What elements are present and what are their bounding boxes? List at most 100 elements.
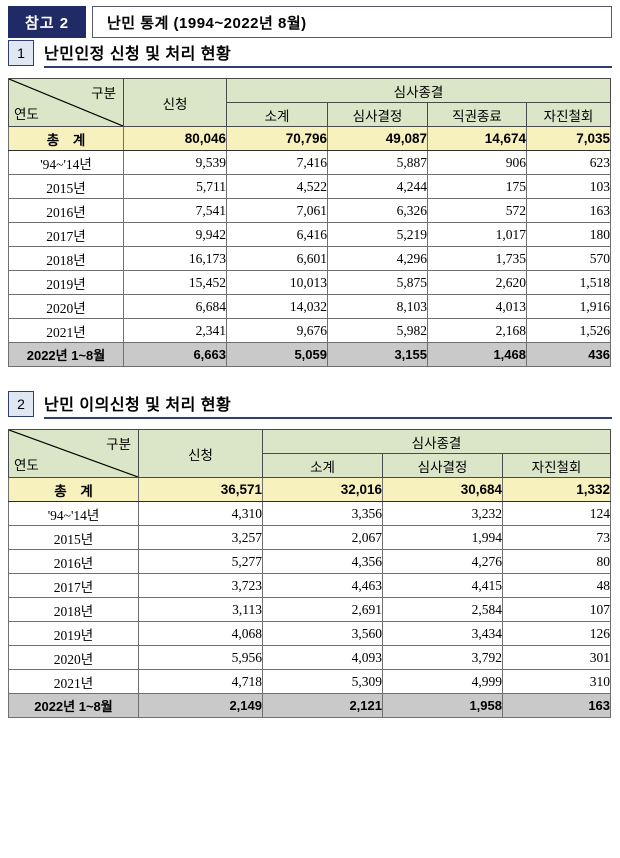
- cell-value: 4,013: [427, 294, 527, 319]
- row-label-year: 총 계: [8, 126, 124, 151]
- row-label-year: 2019년: [8, 621, 139, 646]
- section-spacer: [0, 367, 620, 389]
- cell-value: 163: [501, 693, 612, 718]
- row-label-year: 2021년: [8, 669, 139, 694]
- section-2-number: 2: [8, 391, 34, 417]
- cell-value: 4,522: [226, 174, 328, 199]
- column-header-subtotal: 소계: [226, 102, 328, 127]
- table-row: 2016년 7,541 7,061 6,326 572 163: [8, 198, 611, 223]
- table-1-header-row-1: 구분 연도 신청 심사종결: [8, 78, 611, 127]
- cell-value: 5,277: [138, 549, 263, 574]
- row-label-year: 2018년: [8, 597, 139, 622]
- cell-value: 6,684: [123, 294, 227, 319]
- cell-value: 30,684: [382, 477, 503, 502]
- cell-value: 2,584: [382, 597, 503, 622]
- cell-value: 4,244: [327, 174, 428, 199]
- cell-value: 14,674: [427, 126, 527, 151]
- table-row: '94~'14년 9,539 7,416 5,887 906 623: [8, 150, 611, 175]
- table-2-body: 총 계 36,571 32,016 30,684 1,332'94~'14년 4,310 3…: [8, 477, 612, 718]
- diagonal-divider-icon: [9, 79, 123, 126]
- cell-value: 3,113: [138, 597, 263, 622]
- row-label-year: 2020년: [8, 645, 139, 670]
- section-2-title-wrap: 난민 이의신청 및 처리 현황: [44, 391, 612, 419]
- cell-value: 3,560: [262, 621, 383, 646]
- section-2: 2 난민 이의신청 및 처리 현황 구분 연도 신청 심사종결: [8, 389, 612, 718]
- cell-value: 3,155: [327, 342, 428, 367]
- cell-value: 2,341: [123, 318, 227, 343]
- row-label-year: 2016년: [8, 198, 124, 223]
- table-row: 2015년 3,257 2,067 1,994 73: [8, 525, 612, 550]
- cell-value: 126: [501, 621, 612, 646]
- cell-value: 1,332: [501, 477, 612, 502]
- section-1-heading: 1 난민인정 신청 및 처리 현황: [8, 38, 612, 68]
- section-1-title-wrap: 난민인정 신청 및 처리 현황: [44, 40, 612, 68]
- row-label-year: 2015년: [8, 525, 139, 550]
- row-label-year: 2016년: [8, 549, 139, 574]
- table-row: 2019년 15,452 10,013 5,875 2,620 1,518: [8, 270, 611, 295]
- cell-value: 310: [501, 669, 612, 694]
- cell-value: 15,452: [123, 270, 227, 295]
- cell-value: 5,982: [327, 318, 428, 343]
- cell-value: 7,061: [226, 198, 328, 223]
- cell-value: 7,035: [526, 126, 611, 151]
- diagonal-divider-icon: [9, 430, 138, 477]
- cell-value: 4,718: [138, 669, 263, 694]
- row-label-year: '94~'14년: [8, 150, 124, 175]
- table-row: 2022년 1~8월 6,663 5,059 3,155 1,468 436: [8, 342, 611, 367]
- row-label-year: 2015년: [8, 174, 124, 199]
- refugee-application-table: 구분 연도 신청 심사종결 소계 심사결정 직권종료 자진철회 총 계 80,04…: [8, 78, 611, 367]
- table-row: 2017년 9,942 6,416 5,219 1,017 180: [8, 222, 611, 247]
- cell-value: 2,149: [138, 693, 263, 718]
- cell-value: 1,916: [526, 294, 611, 319]
- cell-value: 3,434: [382, 621, 503, 646]
- cell-value: 2,620: [427, 270, 527, 295]
- column-header-application: 신청: [123, 78, 227, 127]
- corner-row-label: 연도: [14, 458, 39, 473]
- column-group-header-review-closed: 심사종결: [261, 429, 612, 454]
- cell-value: 73: [501, 525, 612, 550]
- cell-value: 80: [501, 549, 612, 574]
- cell-value: 124: [501, 501, 612, 526]
- row-label-year: 2017년: [8, 573, 139, 598]
- column-header-ex-officio-termination: 직권종료: [427, 102, 527, 127]
- cell-value: 2,691: [262, 597, 383, 622]
- cell-value: 4,356: [262, 549, 383, 574]
- cell-value: 3,356: [262, 501, 383, 526]
- cell-value: 7,541: [123, 198, 227, 223]
- cell-value: 4,415: [382, 573, 503, 598]
- cell-value: 107: [501, 597, 612, 622]
- table-1-head: 구분 연도 신청 심사종결 소계 심사결정 직권종료 자진철회: [8, 78, 611, 127]
- cell-value: 8,103: [327, 294, 428, 319]
- reference-title: 난민 통계 (1994~2022년 8월): [107, 14, 307, 32]
- row-label-year: 2021년: [8, 318, 124, 343]
- cell-value: 3,257: [138, 525, 263, 550]
- section-1-title: 난민인정 신청 및 처리 현황: [44, 46, 232, 63]
- cell-value: 5,887: [327, 150, 428, 175]
- section-2-title: 난민 이의신청 및 처리 현황: [44, 397, 232, 414]
- row-label-year: 2022년 1~8월: [8, 693, 139, 718]
- column-header-review-decision: 심사결정: [327, 102, 428, 127]
- cell-value: 10,013: [226, 270, 328, 295]
- row-label-year: 2018년: [8, 246, 124, 271]
- cell-value: 1,735: [427, 246, 527, 271]
- cell-value: 4,310: [138, 501, 263, 526]
- cell-value: 9,539: [123, 150, 227, 175]
- corner-column-label: 구분: [106, 437, 131, 452]
- reference-title-bar: 참고 2 난민 통계 (1994~2022년 8월): [8, 6, 612, 38]
- refugee-objection-table: 구분 연도 신청 심사종결 소계 심사결정 자진철회 총 계 36,571 32,0…: [8, 429, 612, 718]
- cell-value: 32,016: [262, 477, 383, 502]
- table-row: 2022년 1~8월 2,149 2,121 1,958 163: [8, 693, 612, 718]
- table-row: 2018년 3,113 2,691 2,584 107: [8, 597, 612, 622]
- cell-value: 1,017: [427, 222, 527, 247]
- cell-value: 5,219: [327, 222, 428, 247]
- table-row: 총 계 80,046 70,796 49,087 14,674 7,035: [8, 126, 611, 151]
- cell-value: 180: [526, 222, 611, 247]
- corner-cell: 구분 연도: [8, 429, 139, 478]
- cell-value: 2,168: [427, 318, 527, 343]
- cell-value: 1,526: [526, 318, 611, 343]
- cell-value: 4,276: [382, 549, 503, 574]
- cell-value: 9,676: [226, 318, 328, 343]
- table-row: '94~'14년 4,310 3,356 3,232 124: [8, 501, 612, 526]
- cell-value: 4,068: [138, 621, 263, 646]
- cell-value: 5,875: [327, 270, 428, 295]
